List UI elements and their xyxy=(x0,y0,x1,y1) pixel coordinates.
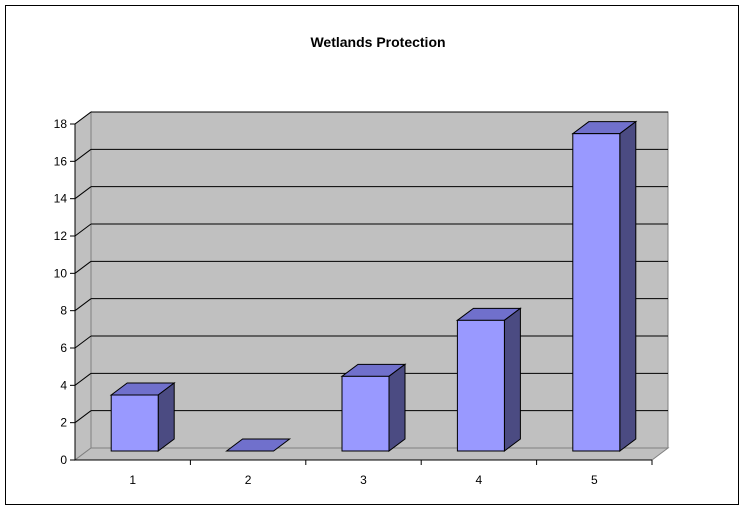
bar-front-face xyxy=(456,319,505,452)
gridline-depth xyxy=(74,335,92,349)
y-tick-label: 6 xyxy=(60,341,67,355)
bars xyxy=(109,120,638,452)
y-tick-label: 0 xyxy=(60,453,67,467)
gridline-depth xyxy=(74,260,92,274)
y-tick-label: 8 xyxy=(60,304,67,318)
y-tick-label: 10 xyxy=(54,266,68,280)
plot-side-wall xyxy=(74,111,92,461)
bar xyxy=(340,363,407,452)
x-tick-label: 4 xyxy=(476,473,483,487)
bar-side-face xyxy=(503,307,521,452)
bar-side-face xyxy=(388,363,406,452)
x-tick-label: 3 xyxy=(360,473,367,487)
x-tick-label: 5 xyxy=(591,473,598,487)
bar-top-face xyxy=(225,438,292,452)
gridline-depth xyxy=(74,111,92,125)
gridline-depth xyxy=(74,372,92,386)
gridline-depth xyxy=(74,410,92,424)
y-tick-label: 14 xyxy=(54,192,68,206)
bar xyxy=(109,382,176,452)
y-tick-label: 2 xyxy=(60,416,67,430)
gridline-depth xyxy=(74,298,92,312)
x-tick-label: 1 xyxy=(129,473,136,487)
y-tick-label: 18 xyxy=(54,117,68,131)
bar xyxy=(455,307,522,452)
bar xyxy=(225,438,292,452)
axes xyxy=(70,123,653,465)
bar xyxy=(571,120,638,452)
bar-front-face xyxy=(572,133,621,452)
gridline-depth xyxy=(74,186,92,200)
y-tick-label: 16 xyxy=(54,154,68,168)
y-tick-label: 12 xyxy=(54,229,68,243)
gridline-depth xyxy=(74,223,92,237)
x-tick-label: 2 xyxy=(245,473,252,487)
gridline-depth xyxy=(74,148,92,162)
bar-front-face xyxy=(341,375,390,452)
x-tick-labels: 1 2 3 4 5 xyxy=(129,473,598,487)
chart-title: Wetlands Protection xyxy=(310,34,445,50)
y-tick-label: 4 xyxy=(60,378,67,392)
bar-front-face xyxy=(110,394,159,452)
bar-side-face xyxy=(157,382,175,452)
y-tick-labels: 0 2 4 6 8 10 12 14 16 18 xyxy=(54,117,68,467)
bar-side-face xyxy=(619,120,637,452)
